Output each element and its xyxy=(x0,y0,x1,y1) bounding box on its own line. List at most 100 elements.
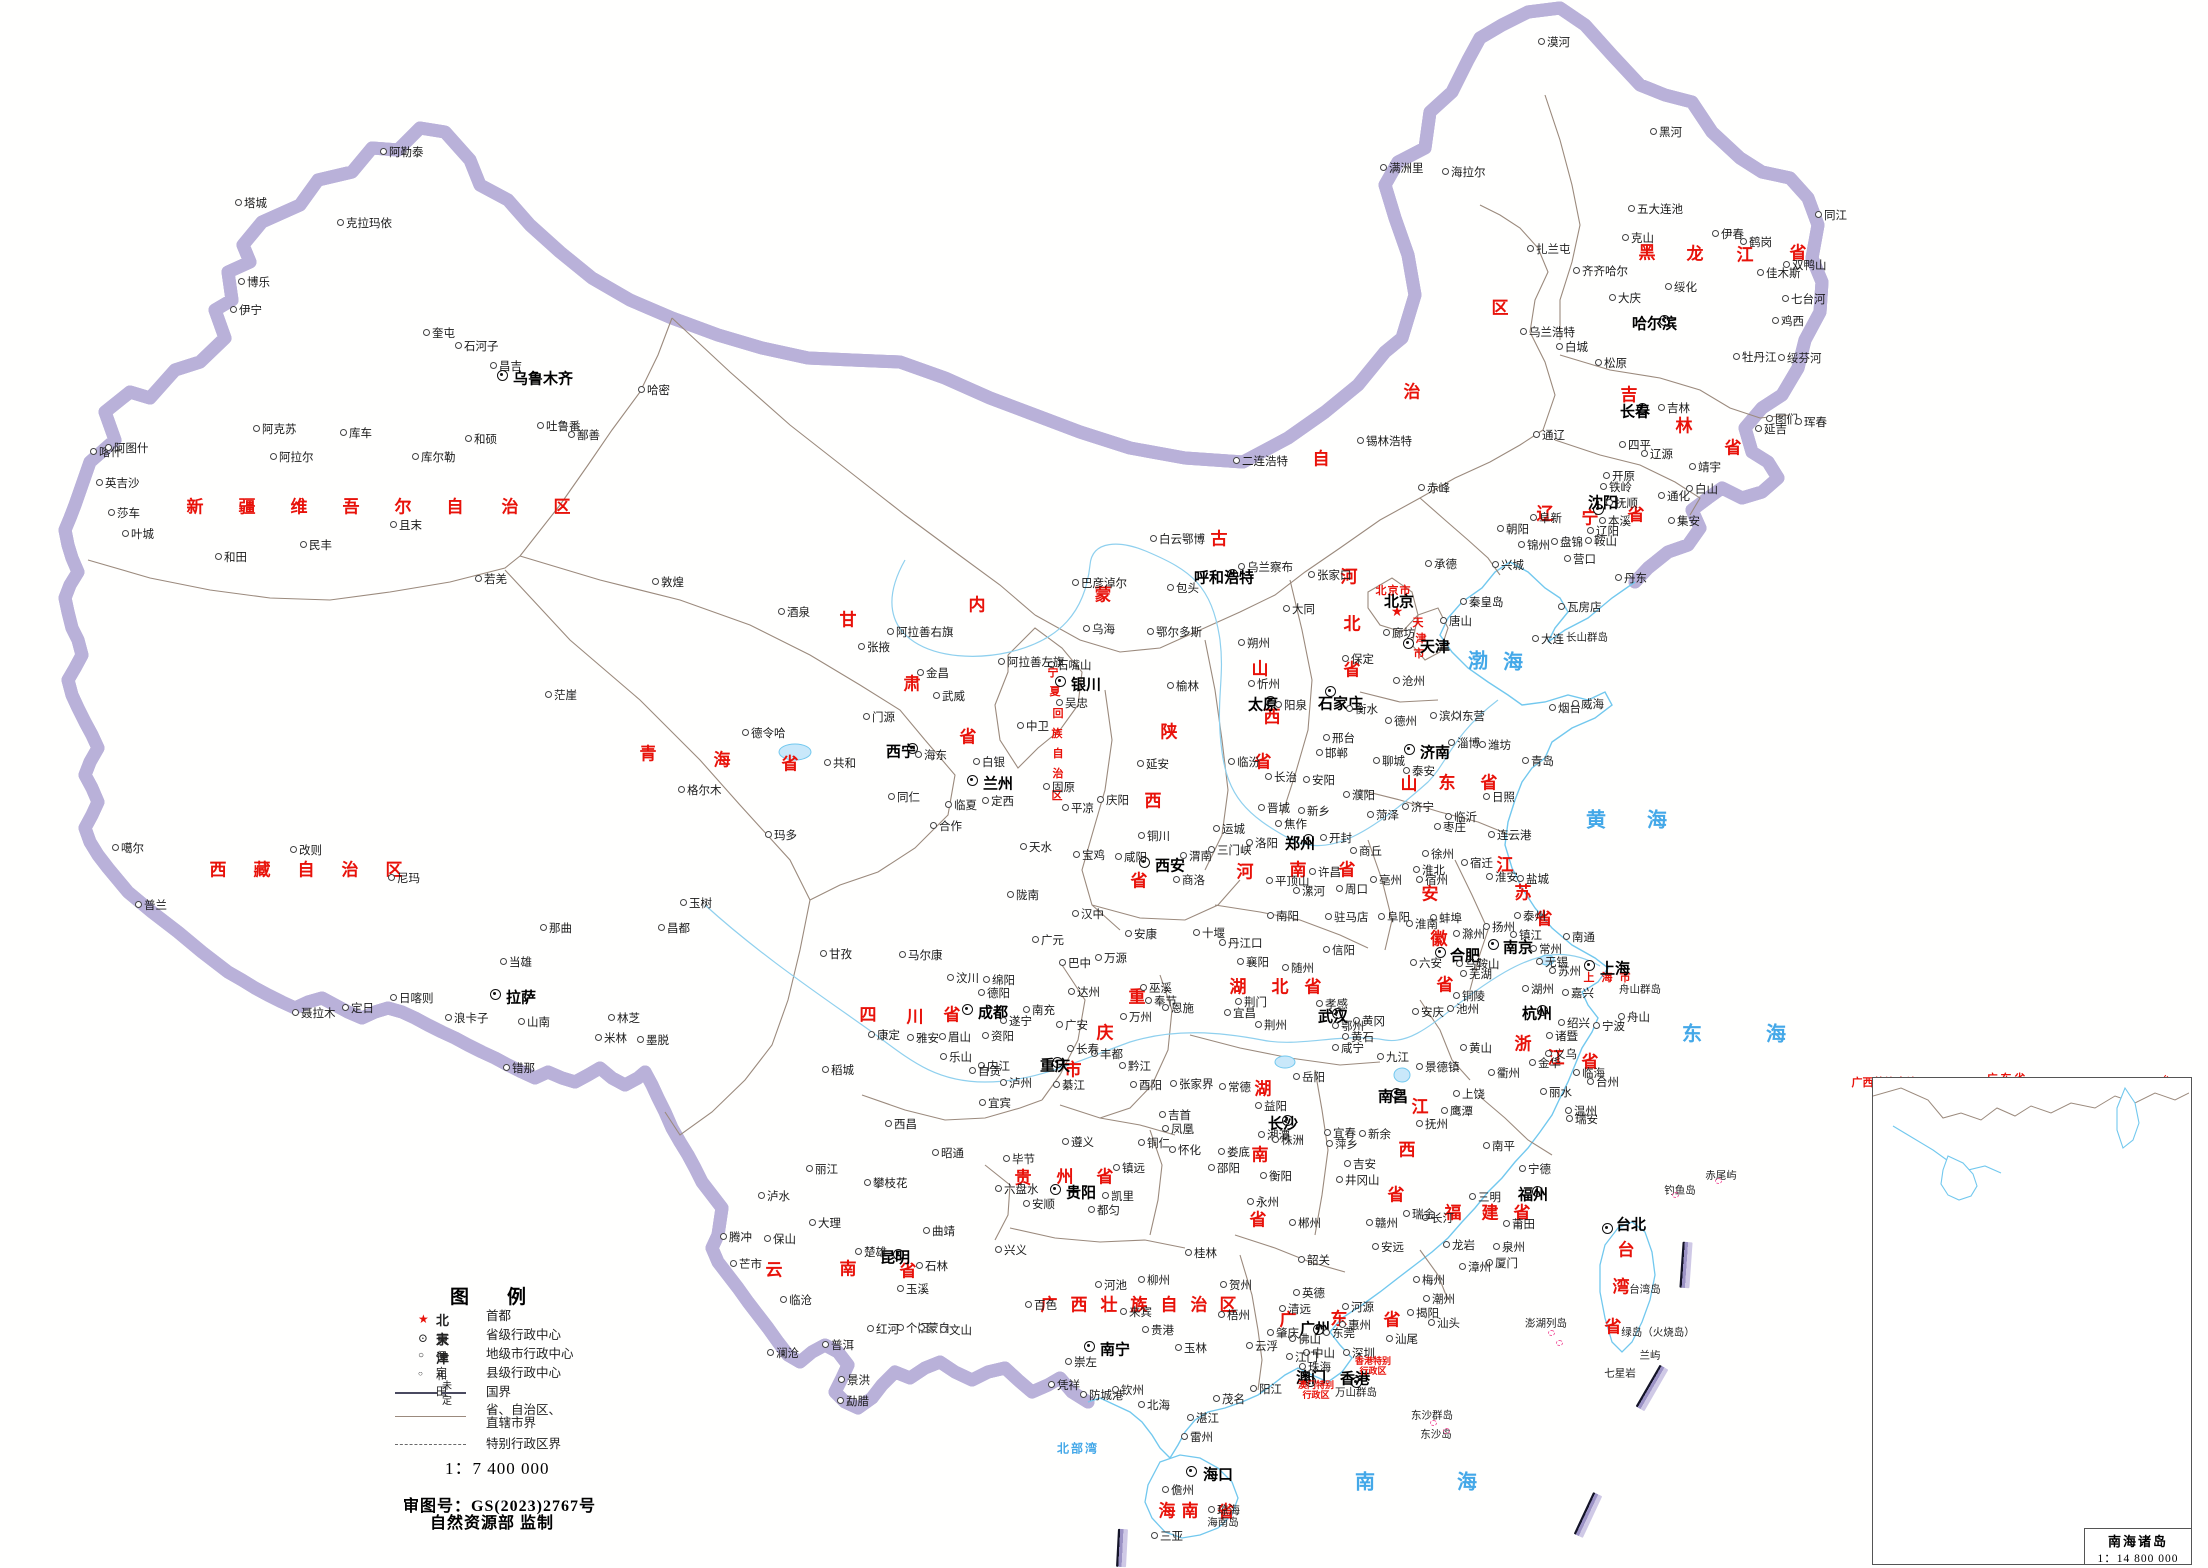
city-label-0: 阿勒泰 xyxy=(380,144,424,160)
capital-marker-icon xyxy=(490,989,501,1000)
city-label-131: 孝感 xyxy=(1316,996,1348,1012)
city-marker-icon xyxy=(1224,1009,1231,1016)
city-label-308: 黔江 xyxy=(1119,1058,1151,1074)
city-marker-icon xyxy=(1320,834,1327,841)
city-marker-icon xyxy=(1359,1130,1366,1137)
city-marker-icon xyxy=(1267,912,1274,919)
city-marker-icon xyxy=(1218,1148,1225,1155)
city-label-312: 綦江 xyxy=(1053,1077,1085,1093)
city-label-157: 泰州 xyxy=(1514,908,1546,924)
city-marker-icon xyxy=(820,950,827,957)
city-label-247: 钦州 xyxy=(1112,1382,1144,1398)
city-label-194: 吉安 xyxy=(1344,1156,1376,1172)
city-marker-icon xyxy=(1469,1193,1476,1200)
city-marker-icon xyxy=(1213,825,1220,832)
city-label-347: 营口 xyxy=(1564,551,1596,567)
city-label-25: 那曲 xyxy=(540,920,572,936)
city-marker-icon xyxy=(1549,967,1556,974)
capital-label-16: 南京 xyxy=(1503,940,1534,957)
dash-line-bar-3 xyxy=(1116,1528,1128,1568)
city-marker-icon xyxy=(122,530,129,537)
province-label-9: 天 xyxy=(1412,617,1424,629)
city-label-330: 四平 xyxy=(1619,437,1651,453)
city-marker-icon xyxy=(858,643,865,650)
capital-label-26: 海口 xyxy=(1203,1467,1234,1484)
city-label-86: 秦皇岛 xyxy=(1460,594,1504,610)
city-marker-icon xyxy=(1545,1050,1552,1057)
city-label-366: 白云鄂博 xyxy=(1150,531,1205,547)
city-label-13: 库车 xyxy=(340,425,372,441)
city-label-96: 东营 xyxy=(1453,708,1485,724)
city-label-15: 阿拉尔 xyxy=(270,449,314,465)
city-marker-icon xyxy=(1115,853,1122,860)
city-label-262: 曲靖 xyxy=(923,1223,955,1239)
city-label-103: 泰安 xyxy=(1403,763,1435,779)
city-label-261: 石林 xyxy=(916,1258,948,1274)
city-marker-icon xyxy=(1658,492,1665,499)
city-marker-icon xyxy=(1665,283,1672,290)
city-label-139: 宿州 xyxy=(1416,872,1448,888)
city-marker-icon xyxy=(1600,483,1607,490)
city-marker-icon xyxy=(809,1219,816,1226)
city-label-187: 景德镇 xyxy=(1416,1059,1460,1075)
city-label-146: 铜陵 xyxy=(1453,988,1485,1004)
island-label-10: 东沙岛 xyxy=(1420,1429,1452,1441)
city-label-356: 满洲里 xyxy=(1380,160,1424,176)
city-marker-icon xyxy=(1546,1032,1553,1039)
city-label-109: 安阳 xyxy=(1303,772,1335,788)
city-marker-icon xyxy=(253,425,260,432)
city-label-89: 保定 xyxy=(1342,651,1374,667)
city-label-287: 达州 xyxy=(1068,984,1100,1000)
city-label-51: 酒泉 xyxy=(778,604,810,620)
province-label-4: 回 xyxy=(1052,708,1064,720)
city-label-220: 汕尾 xyxy=(1386,1331,1418,1347)
city-marker-icon xyxy=(1248,680,1255,687)
city-label-69: 铜川 xyxy=(1138,828,1170,844)
province-label-18: 北 xyxy=(1271,977,1289,997)
city-marker-icon xyxy=(1208,846,1215,853)
province-label-24: 省 xyxy=(1096,1167,1114,1187)
city-label-9: 鄯善 xyxy=(568,427,600,443)
city-label-23: 且末 xyxy=(390,517,422,533)
city-label-334: 靖宇 xyxy=(1689,459,1721,475)
city-marker-icon xyxy=(1556,343,1563,350)
province-label-21: 壮 xyxy=(1100,1295,1118,1315)
city-label-44: 格尔木 xyxy=(678,782,722,798)
city-marker-icon xyxy=(1425,560,1432,567)
province-label-0: 尔 xyxy=(394,497,412,517)
city-label-304: 稻城 xyxy=(822,1062,854,1078)
city-label-240: 梧州 xyxy=(1218,1307,1250,1323)
inset-taiwan xyxy=(2116,1086,2140,1149)
city-label-124: 十堰 xyxy=(1193,925,1225,941)
city-marker-icon xyxy=(1095,1281,1102,1288)
city-label-37: 改则 xyxy=(290,842,322,858)
city-label-329: 吉林 xyxy=(1658,400,1690,416)
city-label-309: 酉阳 xyxy=(1130,1077,1162,1093)
city-marker-icon xyxy=(1342,1033,1349,1040)
city-marker-icon xyxy=(1712,230,1719,237)
city-label-326: 克山 xyxy=(1622,230,1654,246)
city-label-138: 淮北 xyxy=(1413,862,1445,878)
city-marker-icon xyxy=(1346,705,1353,712)
capital-label-11: 乌鲁木齐 xyxy=(513,371,574,388)
city-label-41: 海东 xyxy=(915,747,947,763)
capital-label-1: 天津 xyxy=(1420,639,1451,656)
city-marker-icon xyxy=(1772,317,1779,324)
legend-desc-4: 国界 xyxy=(486,1385,512,1399)
city-label-319: 双鸭山 xyxy=(1783,257,1827,273)
city-marker-icon xyxy=(1558,1019,1565,1026)
city-label-74: 安康 xyxy=(1125,926,1157,942)
city-marker-icon xyxy=(1488,1069,1495,1076)
city-label-305: 万州 xyxy=(1120,1009,1152,1025)
legend-name-3: 和田 xyxy=(436,1370,447,1398)
city-label-106: 菏泽 xyxy=(1367,807,1399,823)
city-marker-icon xyxy=(1167,682,1174,689)
city-label-114: 洛阳 xyxy=(1246,835,1278,851)
capital-marker-icon xyxy=(1186,1466,1197,1477)
city-label-61: 平凉 xyxy=(1062,800,1094,816)
city-label-158: 南通 xyxy=(1563,929,1595,945)
capital-marker-icon xyxy=(1139,857,1150,868)
province-label-21: 自 xyxy=(1160,1295,1178,1315)
city-label-171: 衢州 xyxy=(1488,1065,1520,1081)
city-label-40: 普兰 xyxy=(135,897,167,913)
